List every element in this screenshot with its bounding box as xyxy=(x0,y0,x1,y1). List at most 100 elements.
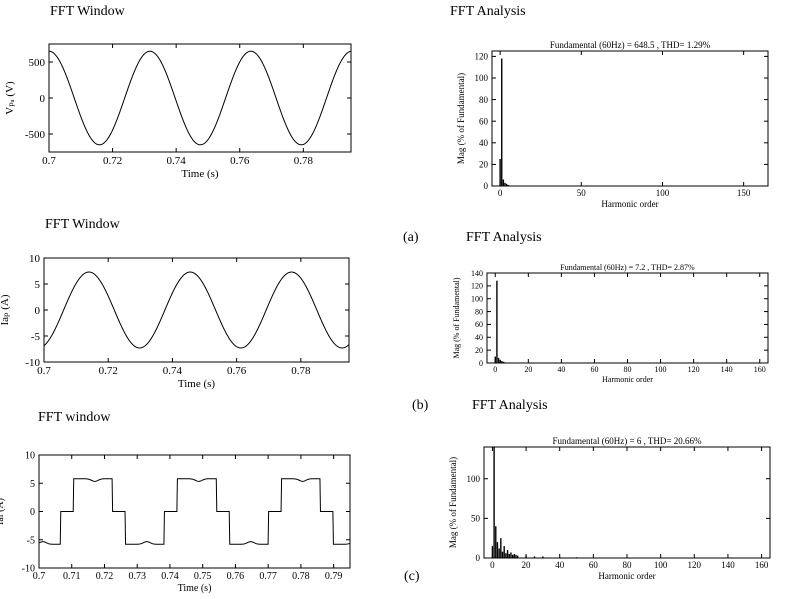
c-time-xtick-label: 0.73 xyxy=(128,571,146,582)
a-time-xtick-label: 0.78 xyxy=(294,155,314,167)
b-fft-xtick-label: 40 xyxy=(557,365,565,374)
b-fft-xlabel: Harmonic order xyxy=(602,375,653,384)
b-time-xlabel: Time (s) xyxy=(178,378,216,390)
b-fft-xtick-label: 80 xyxy=(624,365,632,374)
b-fft-ytick-label: 0 xyxy=(479,359,483,368)
c-fft-plot-frame xyxy=(483,446,771,559)
c-time-plot-frame xyxy=(38,454,351,569)
panel-c-letter: (c) xyxy=(404,569,420,584)
panel-a-window-title: FFT Window xyxy=(50,4,125,19)
a-fft-ytick-label: 0 xyxy=(484,181,489,191)
b-time-xtick-label: 0.7 xyxy=(37,365,51,377)
panel-c-analysis-title: FFT Analysis xyxy=(472,398,548,413)
b-fft-ytick-label: 80 xyxy=(475,307,483,316)
b-time-xtick-label: 0.72 xyxy=(99,365,118,377)
c-time-xtick-label: 0.74 xyxy=(161,571,179,582)
b-fft-ytick-label: 140 xyxy=(471,269,483,278)
b-time-ytick-label: 0 xyxy=(35,305,41,317)
c-time-waveform-line xyxy=(38,478,351,545)
a-time-ytick-label: -500 xyxy=(25,129,46,141)
c-fft-xtick-label: 120 xyxy=(688,560,702,570)
a-fft-ytick-label: 80 xyxy=(479,95,489,105)
a-fft-ytick-label: 60 xyxy=(479,116,489,126)
a-fft-title: Fundamental (60Hz) = 648.5 , THD= 1.29% xyxy=(550,40,711,50)
b-time-xtick-label: 0.74 xyxy=(163,365,183,377)
panel-c-window-title: FFT window xyxy=(38,410,111,425)
b-fft-xtick-label: 100 xyxy=(655,365,667,374)
b-fft-ytick-label: 20 xyxy=(475,346,483,355)
panel-a-analysis-title: FFT Analysis xyxy=(450,4,526,19)
c-fft-xtick-label: 60 xyxy=(589,560,599,570)
c-fft-xtick-label: 20 xyxy=(522,560,532,570)
c-time-ytick-label: 10 xyxy=(25,451,35,462)
b-fft-xtick-label: 120 xyxy=(688,365,700,374)
a-fft-xlabel: Harmonic order xyxy=(601,199,658,209)
b-time-ylabel: Iaₚ (A) xyxy=(0,294,11,325)
b-time-plot-frame xyxy=(43,257,350,363)
c-time-ytick-label: 0 xyxy=(30,507,35,518)
a-fft-xtick-label: 150 xyxy=(737,188,751,198)
a-time-xlabel: Time (s) xyxy=(181,168,219,180)
c-fft-xlabel: Harmonic order xyxy=(598,571,655,581)
c-fft-xtick-label: 40 xyxy=(555,560,565,570)
c-fft-xtick-label: 160 xyxy=(755,560,769,570)
a-time-waveform-line xyxy=(48,50,352,146)
c-fft-ylabel: Mag (% of Fundamental) xyxy=(448,457,458,548)
b-fft-plot-frame xyxy=(486,272,769,364)
b-time-waveform-line xyxy=(43,271,350,349)
c-fft-ytick-label: 0 xyxy=(476,553,481,563)
a-time-plot-frame xyxy=(48,43,352,153)
a-time-xtick-label: 0.7 xyxy=(42,155,56,167)
a-fft-ytick-label: 100 xyxy=(475,73,489,83)
c-fft-xtick-label: 0 xyxy=(490,560,495,570)
c-time-xtick-label: 0.79 xyxy=(325,571,343,582)
b-fft-ytick-label: 100 xyxy=(471,295,483,304)
panel-b-window-title: FFT Window xyxy=(45,217,120,232)
a-time-xtick-label: 0.72 xyxy=(103,155,122,167)
b-time-ytick-label: -5 xyxy=(31,331,41,343)
a-fft-xtick-label: 0 xyxy=(498,188,503,198)
b-time-xtick-label: 0.76 xyxy=(227,365,247,377)
c-time-xtick-label: 0.7 xyxy=(33,571,46,582)
c-time-ytick-label: -5 xyxy=(27,535,35,546)
b-fft-title: Fundamental (60Hz) = 7.2 , THD= 2.87% xyxy=(560,263,695,272)
b-fft-ytick-label: 120 xyxy=(471,282,483,291)
c-fft-xtick-label: 100 xyxy=(654,560,668,570)
c-time-xtick-label: 0.71 xyxy=(63,571,81,582)
a-fft-ylabel: Mag (% of Fundamental) xyxy=(456,73,466,164)
panel-b-analysis-title: FFT Analysis xyxy=(466,230,542,245)
c-time-xtick-label: 0.72 xyxy=(96,571,114,582)
a-time-ylabel: Vₚₐ (V) xyxy=(4,81,16,115)
c-time-xtick-label: 0.77 xyxy=(259,571,277,582)
c-fft-ytick-label: 50 xyxy=(471,514,481,524)
b-fft-xtick-label: 0 xyxy=(493,365,497,374)
b-fft-ylabel: Mag (% of Fundamental) xyxy=(452,277,461,358)
c-fft-xtick-label: 140 xyxy=(721,560,735,570)
b-time-ytick-label: 10 xyxy=(29,253,41,265)
c-time-xtick-label: 0.78 xyxy=(292,571,310,582)
c-time-ytick-label: 5 xyxy=(30,479,35,490)
b-fft-ytick-label: 40 xyxy=(475,333,483,342)
a-time-xtick-label: 0.76 xyxy=(230,155,250,167)
panel-b-letter: (b) xyxy=(412,398,429,413)
c-time-ytick-label: -10 xyxy=(22,564,35,575)
a-fft-ytick-label: 40 xyxy=(479,138,489,148)
panel-a-letter: (a) xyxy=(403,230,419,245)
a-fft-xtick-label: 50 xyxy=(577,188,587,198)
c-fft-xtick-label: 80 xyxy=(623,560,633,570)
a-fft-xtick-label: 100 xyxy=(656,188,670,198)
b-time-ytick-label: -10 xyxy=(25,357,40,369)
b-fft-xtick-label: 60 xyxy=(590,365,598,374)
b-fft-xtick-label: 160 xyxy=(754,365,766,374)
b-time-ytick-label: 5 xyxy=(35,279,41,291)
c-time-xtick-label: 0.76 xyxy=(227,571,245,582)
a-time-ytick-label: 0 xyxy=(40,93,46,105)
b-fft-xtick-label: 20 xyxy=(524,365,532,374)
c-fft-ytick-label: 100 xyxy=(467,474,481,484)
a-fft-plot-frame xyxy=(491,50,769,187)
a-fft-ytick-label: 20 xyxy=(479,160,489,170)
a-time-xtick-label: 0.74 xyxy=(167,155,187,167)
a-fft-ytick-label: 120 xyxy=(475,52,489,62)
b-fft-ytick-label: 60 xyxy=(475,320,483,329)
